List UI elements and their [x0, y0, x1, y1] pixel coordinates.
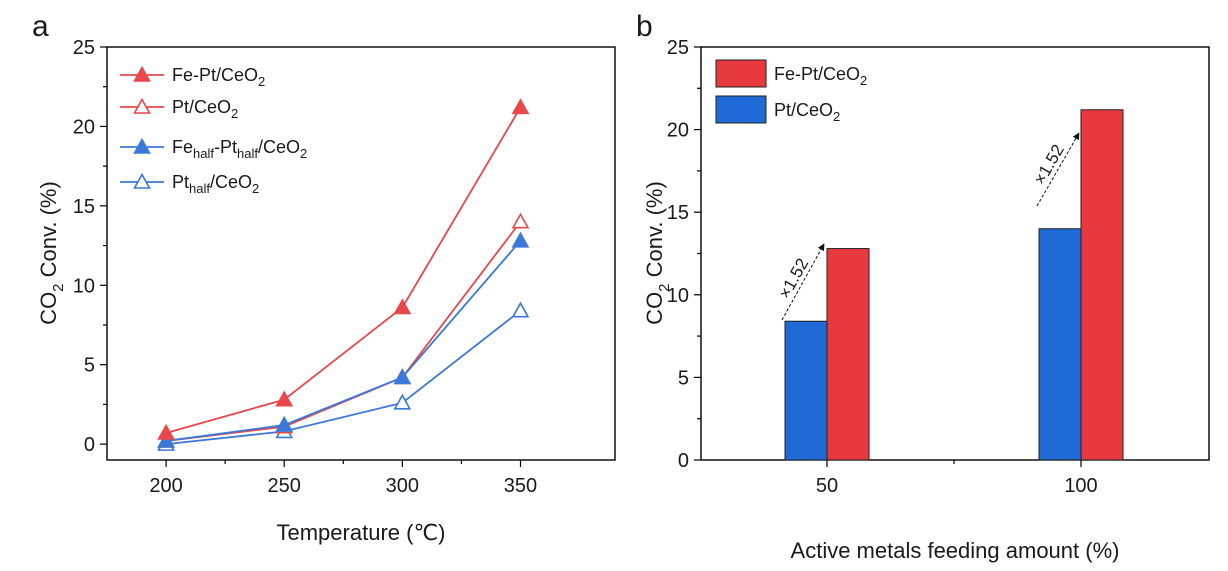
- panel-b-y-axis: 0 5 10 15 20 25: [667, 37, 701, 472]
- bar: [784, 320, 828, 461]
- series-line: [165, 106, 522, 434]
- ratio-annotation: ×1.52: [1030, 141, 1068, 188]
- legend-marker: [133, 65, 151, 82]
- series-point: [511, 98, 530, 115]
- y-tick-label: 5: [678, 367, 689, 389]
- y-tick-label: 10: [73, 275, 95, 297]
- series-point: [275, 390, 294, 407]
- panel-a-y-axis: 0 5 10 15 20 25: [73, 37, 107, 456]
- y-tick-label: 15: [73, 196, 95, 218]
- y-tick-label: 20: [667, 120, 689, 142]
- series-point: [157, 431, 175, 448]
- legend-label: Pt/CeO2: [774, 100, 840, 124]
- panel-b-legend: Fe-Pt/CeO2 Pt/CeO2: [715, 59, 867, 124]
- y-tick-label: 0: [84, 434, 95, 456]
- series-line: [165, 309, 522, 446]
- legend-label: Fehalf-Pthalf/CeO2: [172, 137, 307, 161]
- legend-label: Fe-Pt/CeO2: [774, 64, 867, 88]
- x-tick-label: 300: [386, 475, 419, 497]
- y-tick-label: 20: [73, 116, 95, 138]
- panel-a-label: a: [32, 10, 49, 43]
- panel-a: a 0 5 10 15 20 25 200 250 300 350 Fe-Pt/CeO2 Pt/C…: [32, 10, 616, 545]
- series-point: [511, 231, 530, 248]
- bar: [1038, 228, 1082, 461]
- ratio-annotation: ×1.52: [775, 255, 812, 302]
- series-point: [393, 298, 412, 315]
- x-tick-label: 250: [268, 475, 301, 497]
- ratio-arrow: [1036, 132, 1080, 207]
- legend-marker: [133, 137, 151, 154]
- panel-b-x-axis: 50 100: [816, 460, 1098, 497]
- y-tick-label: 15: [667, 202, 689, 224]
- bar: [1080, 109, 1124, 461]
- legend-label: Pthalf/CeO2: [172, 172, 259, 196]
- series-point: [275, 415, 294, 432]
- ratio-arrow: [781, 243, 825, 321]
- y-tick-label: 5: [84, 355, 95, 377]
- panel-b-y-axis-title: CO2 Conv. (%): [642, 181, 673, 325]
- y-tick-label: 0: [678, 450, 689, 472]
- panel-a-legend: Fe-Pt/CeO2 Pt/CeO2 Fehalf-Pthalf/CeO2 Pthal…: [120, 65, 307, 196]
- legend-label: Pt/CeO2: [172, 97, 238, 121]
- panel-b-x-axis-title: Active metals feeding amount (%): [791, 538, 1120, 563]
- legend-swatch: [715, 95, 767, 124]
- y-tick-label: 10: [667, 285, 689, 307]
- legend-marker: [133, 172, 151, 189]
- panel-a-plot-frame: [106, 46, 616, 461]
- panel-b-label: b: [636, 10, 653, 43]
- panel-a-y-axis-title: CO2 Conv. (%): [36, 181, 67, 325]
- x-tick-label: 350: [504, 475, 537, 497]
- x-tick-label: 100: [1064, 475, 1097, 497]
- series-point: [393, 393, 412, 410]
- series-point: [393, 368, 412, 385]
- series-line: [165, 221, 522, 442]
- legend-swatch: [715, 59, 767, 88]
- series-line: [165, 240, 522, 442]
- legend-marker: [133, 97, 151, 114]
- panel-a-x-axis-title: Temperature (℃): [277, 520, 446, 545]
- panel-b-bars: [784, 109, 1124, 461]
- legend-label: Fe-Pt/CeO2: [172, 65, 265, 89]
- y-tick-label: 25: [667, 37, 689, 59]
- series-point: [511, 301, 530, 318]
- bar: [826, 248, 870, 461]
- panel-b: b 0 5 10 15 20 25 50 100 Fe-Pt/CeO2 Pt/CeO2 ×1.…: [636, 10, 1210, 563]
- panel-b-annotations: ×1.52 ×1.52: [775, 132, 1080, 321]
- panel-a-x-axis: 200 250 300 350: [149, 460, 537, 497]
- series-point: [511, 212, 530, 229]
- y-tick-label: 25: [73, 37, 95, 59]
- x-tick-label: 50: [816, 475, 838, 497]
- x-tick-label: 200: [149, 475, 182, 497]
- series-point: [157, 423, 175, 440]
- panel-a-series: [157, 98, 530, 451]
